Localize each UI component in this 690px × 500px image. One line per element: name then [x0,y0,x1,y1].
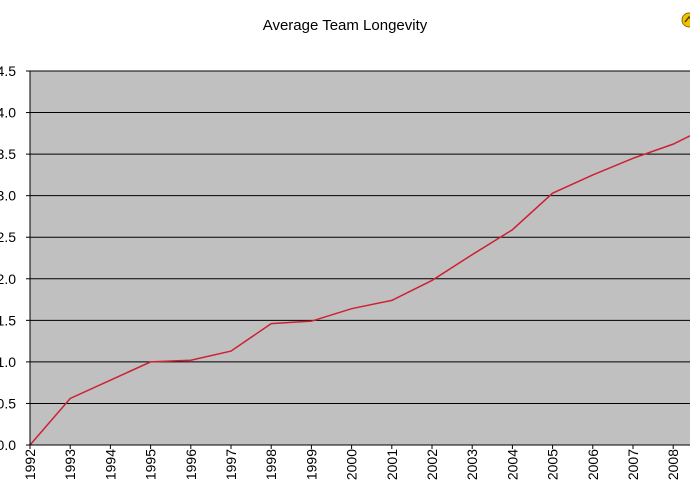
y-tick-label: 2.0 [0,271,16,287]
y-tick-label: 0.5 [0,395,16,411]
y-tick-label: 0.0 [0,437,16,453]
series-line [29,135,690,446]
x-tick-label: 1998 [263,449,279,480]
y-tick-label: 4.0 [0,105,16,121]
x-tick-label: 1996 [183,449,199,480]
x-tick-label: 1992 [22,449,38,480]
x-tick-label: 2002 [424,449,440,480]
y-tick-label: 3.5 [0,146,16,162]
y-tick-label: 1.5 [0,312,16,328]
x-tick-label: 1997 [223,449,239,480]
y-tick-label: 3.0 [0,188,16,204]
chart-title: Average Team Longevity [262,17,428,34]
y-axis-ticks: 0.0 0.5 1.0 1.5 2.0 2.5 3.0 3.5 4.0 4.5 [0,63,30,453]
x-tick-label: 1999 [303,449,319,480]
chart-tool-icon [681,12,690,28]
y-tick-label: 4.5 [0,63,16,79]
plot-area [30,71,690,445]
x-tick-label: 2006 [585,449,601,480]
x-tick-label: 1993 [62,449,78,480]
gridlines [30,70,690,404]
x-tick-label: 1995 [143,449,159,480]
x-tick-label: 2003 [464,449,480,480]
x-tick-label: 2007 [625,449,641,480]
y-tick-label: 2.5 [0,229,16,245]
x-axis-ticks: 1992 1993 1994 1995 1996 1997 1998 1999 2000 2001… [22,445,681,480]
x-tick-label: 2005 [545,449,561,480]
x-tick-label: 2001 [384,449,400,480]
y-tick-label: 1.0 [0,354,16,370]
x-tick-label: 1994 [102,449,118,480]
x-tick-label: 2008 [665,449,681,480]
x-tick-label: 2004 [504,449,520,480]
x-tick-label: 2000 [344,449,360,480]
